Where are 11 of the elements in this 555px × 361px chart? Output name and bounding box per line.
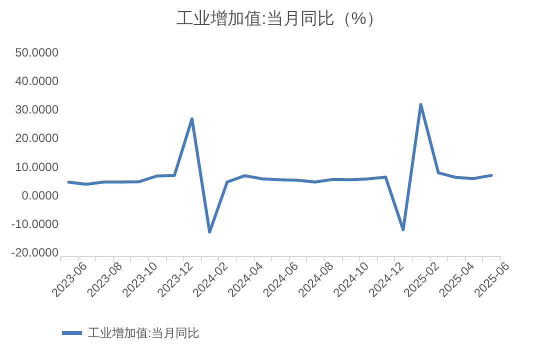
chart-title: 工业增加值:当月同比（%） xyxy=(176,9,384,28)
y-tick-label: 10.0000 xyxy=(15,160,59,174)
y-tick-label: -10.0000 xyxy=(11,216,59,231)
y-tick-label: -20.0000 xyxy=(11,246,59,260)
y-tick-label: 40.0000 xyxy=(15,74,59,88)
y-tick-label: 20.0000 xyxy=(15,131,59,146)
legend-label: 工业增加值:当月同比 xyxy=(88,326,200,340)
line-series xyxy=(67,103,493,234)
y-tick-label: 0.0000 xyxy=(22,188,59,202)
y-tick-label: 30.0000 xyxy=(15,102,59,117)
y-tick-label: 50.0000 xyxy=(15,46,59,60)
